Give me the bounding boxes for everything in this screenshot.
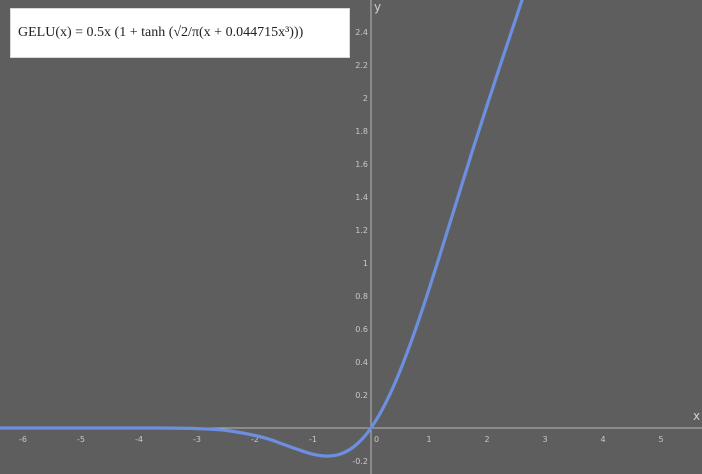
y-tick-label: 1.4 <box>355 193 368 202</box>
y-tick-label: 2 <box>363 94 368 103</box>
y-tick-label: 1 <box>363 259 368 268</box>
y-tick-label: 0.2 <box>355 391 368 400</box>
formula-text: GELU(x) = 0.5x (1 + tanh (√2/π(x + 0.044… <box>18 25 304 40</box>
y-tick-label: 1.2 <box>355 226 368 235</box>
x-tick-label: -5 <box>77 435 85 444</box>
x-tick-label: 3 <box>542 435 547 444</box>
x-tick-label: 2 <box>484 435 489 444</box>
y-tick-label: 0.6 <box>355 325 368 334</box>
x-tick-label: -2 <box>251 435 259 444</box>
x-tick-label: 5 <box>658 435 663 444</box>
y-tick-label: 2.2 <box>355 61 368 70</box>
y-tick-label: 0.4 <box>355 358 368 367</box>
y-tick-label: 2.4 <box>355 28 368 37</box>
y-tick-label: 1.8 <box>355 127 368 136</box>
y-tick-label: -0.2 <box>352 457 368 466</box>
y-tick-label: 1.6 <box>355 160 368 169</box>
gelu-line <box>0 0 524 458</box>
x-axis-label: x <box>693 409 700 423</box>
x-tick-label: -3 <box>193 435 201 444</box>
x-tick-label: -1 <box>309 435 317 444</box>
x-tick-label: -4 <box>135 435 143 444</box>
y-axis-label: y <box>374 0 381 14</box>
x-tick-label: -6 <box>19 435 27 444</box>
y-tick-label: 0.8 <box>355 292 368 301</box>
gelu-curve <box>0 0 524 458</box>
x-tick-label: 1 <box>426 435 431 444</box>
x-tick-label: 4 <box>600 435 605 444</box>
x-tick-label: 0 <box>374 435 379 444</box>
tick-labels: -6 -5 -4 -3 -2 -1 0 1 2 3 4 5 -0.2 0.2 0.4 0.6 0.8 1 1.2 1.… <box>19 28 664 466</box>
formula-box: GELU(x) = 0.5x (1 + tanh (√2/π(x + 0.044… <box>10 8 350 58</box>
